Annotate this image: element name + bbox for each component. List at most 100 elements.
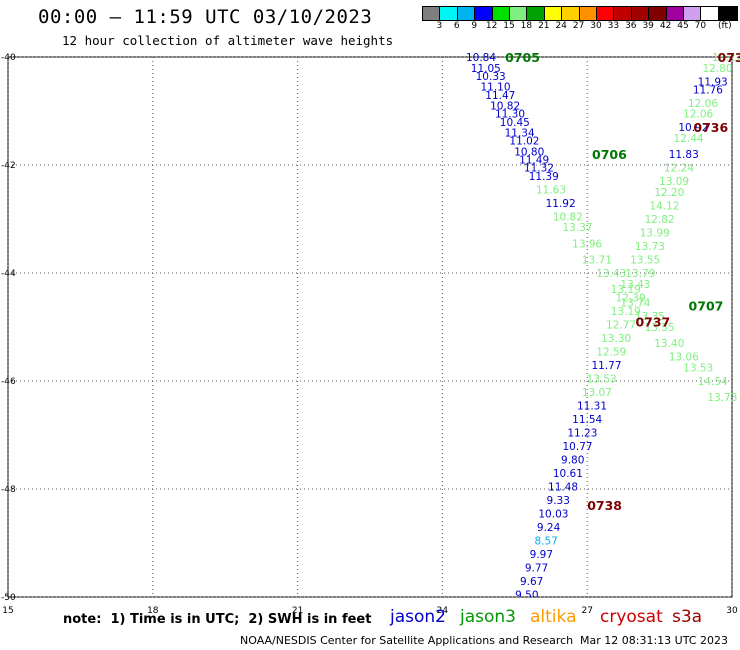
wave-height-value: 13.06 xyxy=(669,352,699,364)
wave-height-value: 10.33 xyxy=(476,71,506,83)
color-scale-label: 45 xyxy=(677,21,689,31)
track-time-label: 0707 xyxy=(689,298,724,313)
legend-jason3: jason3 xyxy=(460,607,516,627)
wave-height-value: 13.73 xyxy=(635,241,665,253)
wave-height-value: 12.80 xyxy=(702,63,732,75)
wave-height-value: 11.47 xyxy=(485,90,515,102)
x-tick-label: 30 xyxy=(726,606,738,616)
track-time-label: 0735 xyxy=(718,50,740,65)
wave-height-value: 11.32 xyxy=(524,163,554,175)
units-note: note: 1) Time is in UTC; 2) SWH is in fe… xyxy=(63,612,372,627)
wave-height-value: 11.92 xyxy=(546,198,576,210)
wave-height-value: 13.43 xyxy=(596,268,626,280)
wave-height-value: 9.77 xyxy=(525,562,548,574)
wave-height-value: 9.80 xyxy=(561,454,584,466)
wave-height-value: 11.49 xyxy=(519,155,549,167)
wave-height-value: 13.55 xyxy=(630,255,660,267)
wave-height-value: 11.34 xyxy=(505,128,535,140)
legend-s3a: s3a xyxy=(672,607,703,627)
x-tick-label: 21 xyxy=(292,606,303,616)
color-scale-label: 21 xyxy=(538,21,550,31)
wave-height-value: 13.96 xyxy=(572,238,602,250)
wave-height-value: 9.24 xyxy=(537,522,561,534)
wave-height-value: 9.67 xyxy=(520,576,543,588)
color-scale-label: 42 xyxy=(659,21,672,31)
color-scale-label: 3 xyxy=(436,21,443,31)
wave-height-value: 11.23 xyxy=(567,427,597,439)
wave-height-value: 14.54 xyxy=(698,376,728,388)
wave-height-value: 13.35 xyxy=(635,311,665,323)
y-tick-label: -44 xyxy=(1,269,16,279)
wave-height-value: 11.30 xyxy=(495,109,525,121)
track-time-label: 0737 xyxy=(635,315,670,330)
wave-height-value: 14.12 xyxy=(649,201,679,213)
chart-subtitle: 12 hour collection of altimeter wave hei… xyxy=(62,33,394,48)
x-tick-label: 24 xyxy=(437,606,449,616)
wave-height-value: 10.82 xyxy=(553,211,583,223)
color-scale-label: 6 xyxy=(453,21,460,31)
y-tick-label: -46 xyxy=(1,377,16,387)
footer-timestamp: Mar 12 08:31:13 UTC 2023 xyxy=(580,634,728,647)
y-tick-label: -48 xyxy=(1,485,16,495)
wave-height-value: 13.09 xyxy=(659,176,689,188)
wave-height-value: 10.03 xyxy=(538,508,568,520)
wave-height-value: 13.27 xyxy=(712,52,740,64)
wave-height-value: 13.74 xyxy=(620,298,650,310)
legend-jason2: jason2 xyxy=(390,607,446,627)
wave-height-value: 10.84 xyxy=(466,52,496,64)
x-tick-label: 27 xyxy=(581,606,592,616)
wave-height-value: 11.48 xyxy=(548,481,578,493)
y-tick-label: -40 xyxy=(1,53,16,63)
wave-height-value: 13.53 xyxy=(587,373,617,385)
wave-height-value: 11.02 xyxy=(509,136,539,148)
wave-height-value: 13.40 xyxy=(654,338,684,350)
y-tick-label: -50 xyxy=(1,593,16,603)
legend-cryosat: cryosat xyxy=(600,607,663,627)
color-scale-label: 24 xyxy=(555,21,567,31)
wave-height-value: 10.92 xyxy=(678,122,708,134)
wave-height-value: 12.39 xyxy=(616,292,646,304)
wave-height-value: 13.30 xyxy=(601,333,631,345)
wave-height-value: 13.07 xyxy=(582,387,612,399)
wave-height-value: 10.82 xyxy=(490,101,520,113)
wave-height-value: 13.79 xyxy=(625,268,655,280)
wave-height-value: 8.57 xyxy=(534,535,557,547)
color-scale-unit: (ft) xyxy=(718,21,732,31)
wave-height-value: 10.61 xyxy=(553,468,583,480)
chart-title: 00:00 – 11:59 UTC 03/10/2023 xyxy=(38,6,373,28)
wave-height-value: 13.55 xyxy=(645,322,675,334)
wave-height-value: 13.73 xyxy=(707,392,737,404)
wave-height-value: 11.31 xyxy=(577,400,607,412)
wave-height-value: 11.39 xyxy=(529,171,559,183)
wave-height-value: 12.77 xyxy=(606,319,636,331)
legend-altika: altika xyxy=(530,607,577,627)
wave-height-value: 11.77 xyxy=(591,360,621,372)
track-time-label: 0706 xyxy=(592,147,627,162)
color-scale-label: 18 xyxy=(520,21,533,31)
wave-height-value: 13.43 xyxy=(620,279,650,291)
color-scale-label: 15 xyxy=(503,21,515,31)
footer-credit: NOAA/NESDIS Center for Satellite Applica… xyxy=(240,634,574,647)
wave-height-value: 11.76 xyxy=(693,84,723,96)
wave-height-value: 13.99 xyxy=(640,228,670,240)
wave-height-value: 13.53 xyxy=(683,363,713,375)
color-scale-label: 70 xyxy=(694,21,707,31)
wave-height-value: 9.97 xyxy=(530,549,553,561)
wave-height-value: 9.33 xyxy=(547,495,570,507)
wave-height-value: 12.24 xyxy=(664,163,694,175)
wave-height-value: 12.20 xyxy=(654,187,684,199)
x-tick-label: 18 xyxy=(147,606,159,616)
color-scale-label: 36 xyxy=(625,21,637,31)
wave-height-value: 9.50 xyxy=(515,589,538,601)
color-scale-swatch xyxy=(717,6,738,21)
wave-height-value: 12.06 xyxy=(688,98,718,110)
wave-height-value: 13.37 xyxy=(563,222,593,234)
wave-height-value: 10.80 xyxy=(514,147,544,159)
wave-height-value: 11.93 xyxy=(698,76,728,88)
wave-height-value: 13.71 xyxy=(582,255,612,267)
wave-height-value: 11.05 xyxy=(471,63,501,75)
track-time-label: 0705 xyxy=(505,50,540,65)
plot-frame xyxy=(7,56,733,598)
wave-height-value: 10.45 xyxy=(500,117,530,129)
